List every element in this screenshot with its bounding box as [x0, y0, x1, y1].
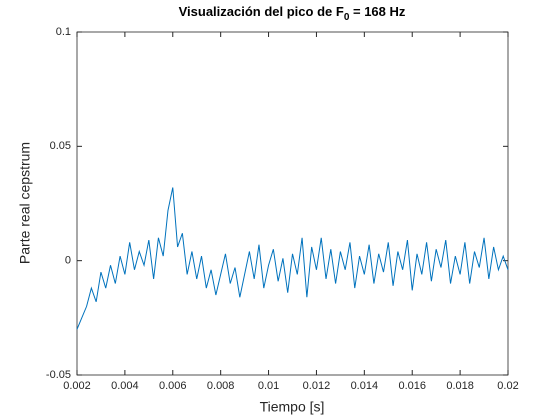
y-tick-label: 0 — [65, 255, 71, 267]
x-tick-label: 0.002 — [63, 380, 91, 392]
plot-area — [76, 31, 509, 376]
x-tick-label: 0.008 — [207, 380, 235, 392]
y-tick-label: -0.05 — [46, 369, 71, 381]
chart-title: Visualización del pico de F0 = 168 Hz — [179, 4, 406, 22]
x-axis-label: Tiempo [s] — [260, 399, 325, 415]
data-line — [76, 187, 509, 330]
title-main: Visualización del pico de F — [179, 4, 344, 19]
x-tick-label: 0.006 — [159, 380, 187, 392]
y-tick-label: 0.05 — [50, 140, 71, 152]
x-tick-label: 0.02 — [497, 380, 518, 392]
title-subscript: 0 — [344, 12, 350, 23]
x-tick-label: 0.014 — [351, 380, 379, 392]
y-axis-label: Parte real cepstrum — [17, 142, 33, 264]
x-tick-label: 0.018 — [446, 380, 474, 392]
x-tick-label: 0.004 — [111, 380, 139, 392]
x-tick-label: 0.016 — [398, 380, 426, 392]
title-rest: = 168 Hz — [349, 4, 406, 19]
x-tick-label: 0.012 — [303, 380, 331, 392]
y-tick-label: 0.1 — [56, 26, 71, 38]
x-tick-label: 0.01 — [258, 380, 279, 392]
